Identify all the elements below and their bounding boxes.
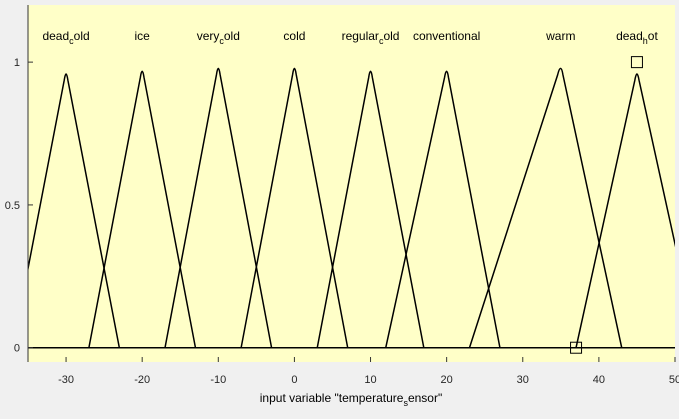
- plot-area: [28, 5, 675, 362]
- mf-label-ice: ice: [135, 29, 151, 43]
- x-tick-label: -30: [58, 374, 74, 386]
- x-tick-label: 50: [669, 374, 679, 386]
- y-tick-label: 0: [14, 343, 20, 355]
- x-tick-label: 10: [364, 374, 376, 386]
- mf-label-regular-cold: regularcold: [342, 29, 400, 46]
- series-warm-line: [468, 67, 623, 348]
- mf-label-dead-hot: deadhot: [616, 29, 658, 46]
- y-tick-label: 0.5: [5, 200, 20, 212]
- series-dead-hot-line: [575, 73, 675, 348]
- series-regular-cold-line: [316, 70, 425, 348]
- mf-label-dead-cold: deadcold: [42, 29, 89, 46]
- x-axis-label: input variable "temperaturesensor": [260, 391, 442, 408]
- curves-layer: [28, 67, 675, 348]
- mf-label-very-cold: verycold: [197, 29, 240, 46]
- series-dead-cold-line: [28, 73, 121, 348]
- mf-label-cold: cold: [283, 29, 305, 43]
- x-tick-label: -10: [210, 374, 226, 386]
- mf-label-warm: warm: [545, 29, 575, 43]
- series-conventional-line: [385, 70, 501, 348]
- series-cold-line: [240, 67, 349, 348]
- axes-layer: -30 -20 -10 0 10 20 30 40 50 0 0.5 1: [5, 5, 679, 386]
- x-tick-label: 40: [593, 374, 605, 386]
- series-very-cold-line: [164, 67, 273, 348]
- x-tick-label: -20: [134, 374, 150, 386]
- mf-label-conventional: conventional: [413, 29, 480, 43]
- marker-square-1: [630, 56, 643, 69]
- x-tick-label: 0: [291, 374, 297, 386]
- series-ice-line: [88, 70, 197, 348]
- x-tick-label: 20: [441, 374, 453, 386]
- y-tick-label: 1: [14, 57, 20, 69]
- x-tick-label: 30: [517, 374, 529, 386]
- mf-labels-layer: deadcold ice verycold cold regularcold conven…: [42, 29, 658, 46]
